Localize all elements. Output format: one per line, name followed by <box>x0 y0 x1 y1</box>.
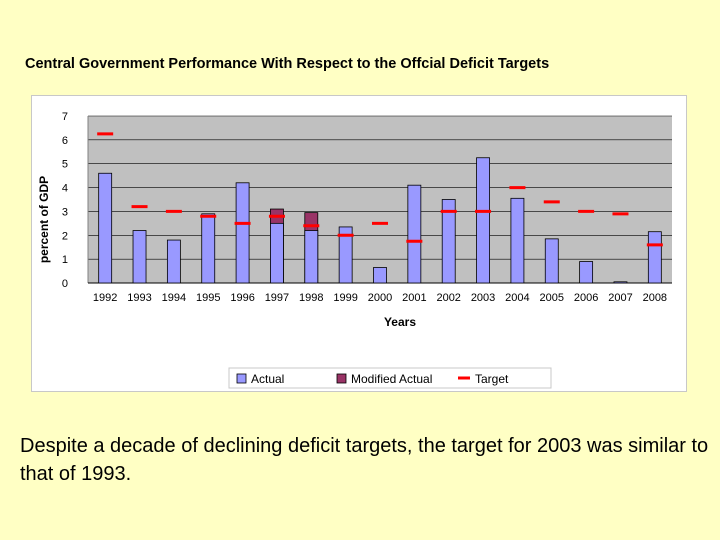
x-tick-label: 2004 <box>505 292 529 304</box>
y-tick-label: 1 <box>62 254 68 266</box>
bar-actual <box>544 238 559 284</box>
bar-actual <box>270 222 284 284</box>
x-tick-label: 2000 <box>368 292 392 304</box>
y-tick-label: 4 <box>62 183 68 195</box>
x-tick-label: 1995 <box>196 292 220 304</box>
bar-actual <box>98 172 113 284</box>
bar-actual <box>132 230 147 284</box>
bar-actual <box>304 230 319 284</box>
y-tick-label: 0 <box>62 278 68 290</box>
x-tick-label: 2005 <box>540 292 564 304</box>
y-axis-title: percent of GDP <box>37 176 51 263</box>
x-tick-label: 1994 <box>162 292 186 304</box>
bar-actual <box>510 197 525 284</box>
bar-actual <box>579 261 594 284</box>
x-tick-label: 1992 <box>93 292 117 304</box>
plot-area <box>88 116 672 283</box>
legend-label: Target <box>475 372 509 386</box>
slide-caption: Despite a decade of declining deficit ta… <box>20 435 709 485</box>
chart-container: 0 1 2 3 4 5 6 7 1992 1993 1994 1995 1996 1997 1998 1999… <box>31 95 687 392</box>
bar-actual <box>407 184 422 284</box>
bar-actual <box>235 182 250 284</box>
chart-svg: 0 1 2 3 4 5 6 7 1992 1993 1994 1995 1996 1997 1998 1999… <box>37 111 672 389</box>
x-tick-label: 1997 <box>265 292 289 304</box>
bar-actual <box>441 199 456 284</box>
legend-label: Modified Actual <box>351 372 432 386</box>
x-tick-label: 1993 <box>127 292 151 304</box>
x-tick-label: 1996 <box>230 292 254 304</box>
bar-actual <box>647 231 662 284</box>
x-tick-label: 1998 <box>299 292 323 304</box>
x-tick-label: 2003 <box>471 292 495 304</box>
y-tick-label: 6 <box>62 135 68 147</box>
x-tick-label: 2002 <box>436 292 460 304</box>
y-tick-label: 5 <box>62 159 68 171</box>
legend-label: Actual <box>251 372 284 386</box>
y-tick-label: 3 <box>62 206 68 218</box>
chart-title: Central Government Performance With Resp… <box>25 56 550 72</box>
bar-actual <box>476 157 490 284</box>
bar-actual <box>613 281 628 284</box>
x-axis-title: Years <box>384 315 416 329</box>
x-tick-label: 1999 <box>333 292 357 304</box>
bar-actual <box>201 213 216 284</box>
x-tick-label: 2008 <box>643 292 667 304</box>
legend-swatch <box>236 373 247 384</box>
x-tick-label: 2006 <box>574 292 598 304</box>
bar-actual <box>166 239 181 284</box>
x-tick-label: 2001 <box>402 292 426 304</box>
x-tick-label: 2007 <box>608 292 632 304</box>
legend <box>228 367 552 389</box>
bar-actual <box>373 267 387 284</box>
legend-swatch <box>336 373 347 384</box>
y-tick-label: 2 <box>62 230 68 242</box>
y-tick-label: 7 <box>62 111 68 123</box>
bar-actual <box>338 226 353 284</box>
